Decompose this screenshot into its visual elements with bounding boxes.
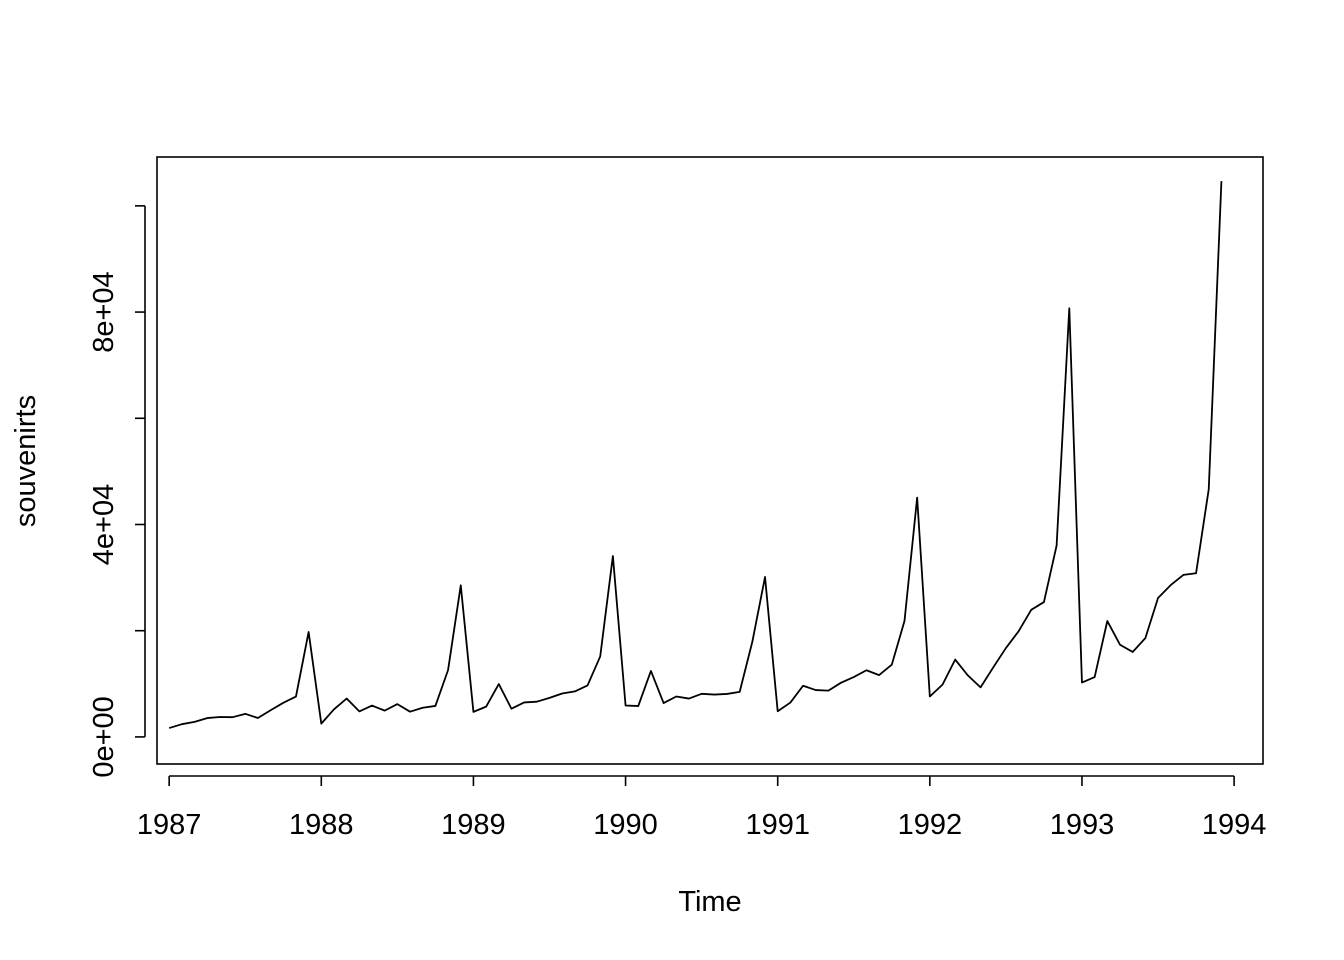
x-tick-label: 1992 — [898, 809, 963, 841]
x-tick-label: 1988 — [289, 809, 354, 841]
series-line-souvenirts — [168, 181, 1223, 729]
x-tick-label: 1993 — [1050, 809, 1115, 841]
x-tick-label: 1989 — [441, 809, 506, 841]
x-tick-label: 1994 — [1202, 809, 1267, 841]
x-axis-title: Time — [678, 886, 741, 918]
y-axis: 0e+00 4e+04 8e+04 — [88, 205, 146, 778]
y-tick-label: 8e+04 — [88, 271, 120, 352]
plot-frame — [156, 156, 1264, 765]
x-tick-label: 1990 — [593, 809, 658, 841]
y-tick-label: 4e+04 — [88, 484, 120, 565]
y-tick-label: 0e+00 — [88, 696, 120, 777]
x-axis: 1987 1988 1989 1990 1991 1992 1993 1994 — [137, 775, 1267, 841]
y-axis-title: souvenirts — [10, 395, 42, 527]
x-tick-label: 1991 — [745, 809, 810, 841]
x-tick-label: 1987 — [137, 809, 202, 841]
